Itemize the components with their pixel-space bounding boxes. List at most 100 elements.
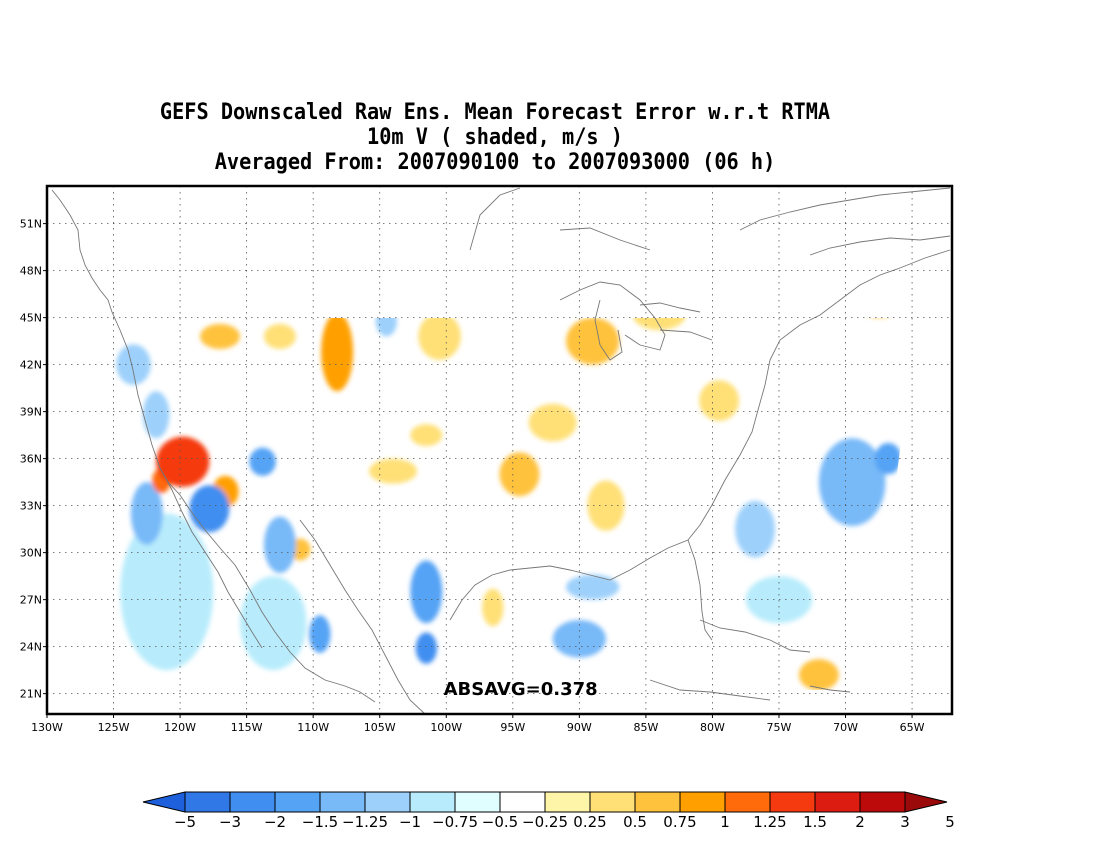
colorbar-label: −5 (174, 813, 196, 831)
field-blob (130, 482, 163, 545)
forecast-domain (75, 257, 905, 690)
colorbar-label: 0.5 (623, 813, 647, 831)
lon-tick-label: 105W (364, 721, 396, 734)
colorbar-swatch (544, 791, 591, 813)
field-blob (552, 619, 606, 658)
colorbar-swatch (769, 791, 816, 813)
axis-ticks: 130W 125W 120W 115W 110W 105W 100W 95W 90W 85W 80W… (20, 218, 925, 734)
lat-tick-label: 24N (20, 641, 42, 654)
colorbar-label: 3 (900, 813, 910, 831)
field-blob (415, 632, 437, 664)
colorbar-swatch (499, 791, 546, 813)
field-blob (818, 438, 886, 526)
colorbar-swatch (319, 791, 366, 813)
field-blob (528, 403, 577, 442)
colorbar-label: 0.75 (663, 813, 696, 831)
colorbar-swatch (409, 791, 456, 813)
colorbar-label: −0.5 (482, 813, 518, 831)
lon-tick-label: 75W (767, 721, 792, 734)
title-line-3: Averaged From: 2007090100 to 2007093000 … (214, 150, 776, 175)
field-blob (410, 560, 443, 624)
colorbar-label: 1 (720, 813, 730, 831)
lat-tick-label: 21N (20, 688, 42, 701)
colorbar-swatch (724, 791, 771, 813)
lat-tick-label: 48N (20, 265, 42, 278)
lon-tick-label: 90W (567, 721, 592, 734)
field-blob (418, 318, 461, 360)
lon-tick-label: 70W (833, 721, 858, 734)
colorbar-label: −0.75 (432, 813, 478, 831)
field-blob (263, 516, 296, 573)
colorbar-label: 5 (945, 813, 955, 831)
lon-tick-label: 130W (31, 721, 63, 734)
field-blob (735, 500, 775, 558)
field-blob (249, 447, 276, 476)
colorbar-swatch (229, 791, 276, 813)
colorbar-label: −1 (399, 813, 421, 831)
field-blob (369, 458, 417, 484)
colorbar-label: −1.25 (342, 813, 388, 831)
colorbar-label: −3 (219, 813, 241, 831)
lon-tick-label: 95W (500, 721, 525, 734)
colorbar-swatch (634, 791, 681, 813)
field-blob (375, 318, 398, 337)
plot-frame (45, 184, 954, 716)
lon-tick-label: 100W (430, 721, 462, 734)
field-blob (309, 615, 331, 653)
colorbar-label: −2 (264, 813, 286, 831)
field-blob (798, 659, 839, 690)
colorbar-arrow-right (904, 791, 948, 813)
field-blob (499, 452, 540, 497)
colorbar-swatch (589, 791, 636, 813)
lon-tick-label: 80W (700, 721, 725, 734)
lat-tick-label: 39N (20, 406, 42, 419)
lon-tick-label: 85W (633, 721, 658, 734)
lat-tick-label: 42N (20, 359, 42, 372)
field-blob (566, 318, 620, 365)
lat-tick-label: 45N (20, 312, 42, 325)
colorbar-swatch (814, 791, 861, 813)
lat-tick-label: 30N (20, 547, 42, 560)
field-blob (200, 323, 240, 349)
colorbar-label: −1.5 (302, 813, 338, 831)
absavg-label: ABSAVG=0.378 (444, 679, 598, 700)
lon-tick-label: 115W (231, 721, 263, 734)
lat-tick-label: 51N (20, 218, 42, 231)
title-block: GEFS Downscaled Raw Ens. Mean Forecast E… (0, 100, 990, 175)
title-line-1: GEFS Downscaled Raw Ens. Mean Forecast E… (159, 100, 831, 125)
field-blob (120, 513, 214, 671)
graticule (47, 186, 952, 714)
colorbar-label: 1.5 (803, 813, 827, 831)
colorbar-swatch (274, 791, 321, 813)
lat-tick-label: 33N (20, 500, 42, 513)
field-blob (566, 574, 620, 600)
field-blob (116, 344, 151, 385)
field-blob (189, 485, 230, 533)
lon-tick-label: 120W (164, 721, 196, 734)
colorbar-swatch (454, 791, 501, 813)
field-blob (410, 424, 443, 447)
field-blob (321, 318, 354, 392)
field-blob (699, 380, 740, 422)
colorbar-arrow-left (142, 791, 186, 813)
colorbar-label: 2 (855, 813, 865, 831)
field-blob (156, 257, 209, 307)
coastlines (51, 187, 951, 714)
field-blob (239, 576, 307, 671)
shaded-field (75, 257, 905, 690)
lon-tick-label: 110W (297, 721, 329, 734)
colorbar-label: 1.25 (753, 813, 786, 831)
field-blob (220, 271, 247, 309)
field-blob (438, 274, 481, 315)
lat-tick-label: 27N (20, 594, 42, 607)
error-blobs (116, 257, 903, 690)
field-blob (482, 588, 504, 627)
colorbar: −5 −3 −2 −1.5 −1.25 −1 −0.75 −0.5 −0.25 0.25 0.5 0.… (142, 791, 955, 831)
lon-tick-label: 125W (98, 721, 130, 734)
colorbar-swatch (184, 791, 231, 813)
field-blob (632, 318, 686, 331)
colorbar-swatch (859, 791, 906, 813)
colorbar-label: 0.25 (573, 813, 606, 831)
field-blob (855, 280, 903, 318)
